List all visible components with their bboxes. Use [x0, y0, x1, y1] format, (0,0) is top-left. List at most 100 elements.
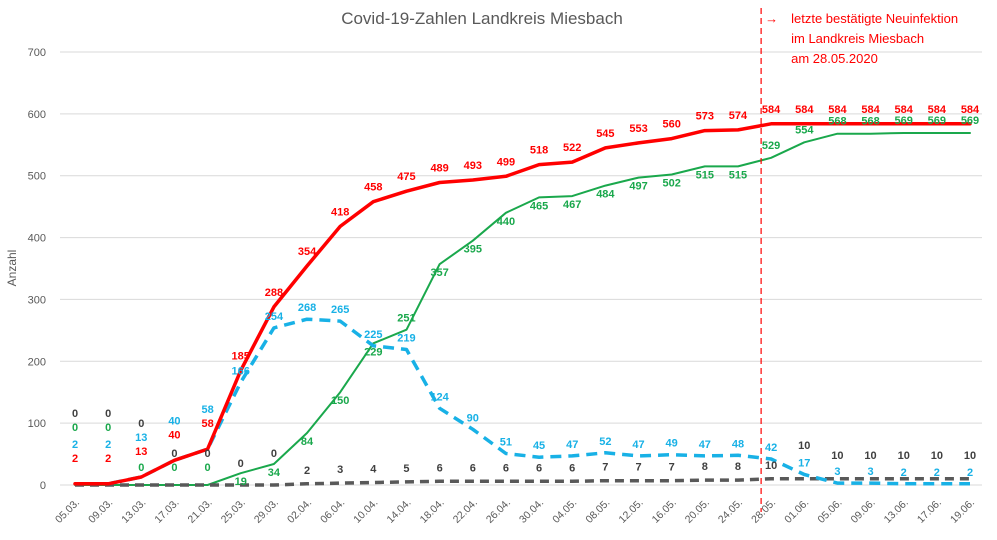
data-label-deaths: 7 [635, 462, 641, 474]
data-label-recovered: 554 [795, 124, 814, 136]
data-label-active: 45 [533, 440, 545, 452]
y-axis-ticks: 0 100 200 300 400 500 600 700 [28, 47, 46, 492]
x-tick-label: 20.05. [683, 497, 712, 526]
data-label-active: 17 [798, 457, 810, 469]
data-label-deaths: 10 [931, 450, 943, 462]
data-label-active: 265 [331, 304, 349, 316]
x-tick-label: 30.04. [517, 497, 546, 526]
data-label-recovered: 568 [828, 116, 846, 128]
data-label-deaths: 0 [271, 448, 277, 460]
data-label-total: 518 [530, 145, 548, 157]
data-label-recovered: 357 [430, 267, 448, 279]
data-label-total: 584 [861, 104, 880, 116]
x-tick-label: 14.04. [384, 497, 413, 526]
data-label-total: 475 [397, 171, 415, 183]
data-label-total: 13 [135, 446, 147, 458]
data-label-recovered: 440 [497, 216, 515, 228]
data-label-total: 418 [331, 206, 349, 218]
data-label-deaths: 0 [138, 418, 144, 430]
data-label-total: 584 [795, 104, 814, 116]
data-label-active: 40 [168, 415, 180, 427]
data-label-active: 52 [599, 436, 611, 448]
data-label-active: 47 [632, 439, 644, 451]
data-label-total: 573 [696, 111, 714, 123]
data-label-total: 40 [168, 429, 180, 441]
x-tick-label: 26.04. [484, 497, 513, 526]
data-label-active: 58 [201, 404, 213, 416]
y-tick-label: 600 [28, 109, 46, 121]
data-label-deaths: 10 [765, 460, 777, 472]
data-label-active: 3 [867, 466, 873, 478]
data-label-deaths: 10 [831, 450, 843, 462]
data-label-active: 2 [105, 439, 111, 451]
data-label-recovered: 0 [105, 422, 111, 434]
data-label-active: 225 [364, 329, 382, 341]
data-label-total: 574 [729, 110, 748, 122]
series-line-recovered [74, 132, 971, 486]
x-tick-label: 21.03. [186, 497, 215, 526]
data-label-recovered: 515 [729, 169, 747, 181]
data-label-total: 584 [828, 104, 847, 116]
data-label-active: 2 [72, 439, 78, 451]
marker-annotation-line: am 28.05.2020 [791, 51, 878, 66]
x-tick-label: 22.04. [451, 497, 480, 526]
chart-title: Covid-19-Zahlen Landkreis Miesbach [341, 9, 623, 28]
data-label-active: 47 [566, 439, 578, 451]
y-tick-label: 500 [28, 171, 46, 183]
y-tick-label: 100 [28, 418, 46, 430]
y-tick-label: 200 [28, 356, 46, 368]
data-label-active: 254 [265, 311, 284, 323]
data-label-deaths: 7 [602, 462, 608, 474]
x-tick-label: 18.04. [418, 497, 447, 526]
x-tick-label: 28.05. [749, 497, 778, 526]
x-tick-label: 05.03. [53, 497, 82, 526]
x-tick-label: 04.05. [550, 497, 579, 526]
data-label-total: 493 [464, 160, 482, 172]
x-tick-label: 13.03. [119, 497, 148, 526]
series-line-active [75, 317, 970, 486]
data-label-recovered: 569 [928, 115, 946, 127]
x-tick-label: 25.03. [219, 497, 248, 526]
data-label-active: 3 [834, 466, 840, 478]
data-label-recovered: 569 [961, 115, 979, 127]
data-label-total: 499 [497, 156, 515, 168]
data-label-recovered: 0 [205, 462, 211, 474]
x-tick-label: 12.05. [617, 497, 646, 526]
data-label-active: 48 [732, 438, 744, 450]
data-label-active: 166 [232, 365, 250, 377]
data-label-active: 49 [666, 438, 678, 450]
data-label-total: 458 [364, 182, 382, 194]
x-tick-label: 01.06. [782, 497, 811, 526]
data-label-recovered: 34 [268, 467, 281, 479]
marker-line-group: → letzte bestätigte Neuinfektion im Landkr… [760, 8, 958, 512]
data-label-recovered: 467 [563, 199, 581, 211]
x-tick-label: 02.04. [285, 497, 314, 526]
data-label-total: 584 [762, 104, 781, 116]
data-label-total: 584 [928, 104, 947, 116]
data-label-recovered: 465 [530, 200, 548, 212]
data-label-recovered: 568 [861, 116, 879, 128]
data-label-deaths: 0 [171, 448, 177, 460]
x-tick-label: 19.06. [948, 497, 977, 526]
data-label-recovered: 515 [696, 169, 714, 181]
data-label-active: 219 [397, 333, 415, 345]
data-label-active: 13 [135, 432, 147, 444]
data-label-total: 522 [563, 142, 581, 154]
x-tick-label: 17.06. [915, 497, 944, 526]
data-label-total: 545 [596, 128, 614, 140]
data-label-active: 2 [967, 467, 973, 479]
data-label-active: 51 [500, 436, 512, 448]
y-tick-label: 300 [28, 294, 46, 306]
data-label-recovered: 484 [596, 189, 615, 201]
x-axis-ticks: 05.03. 09.03. 13.03. 17.03. 21.03. 25.03. 29.0… [53, 497, 977, 526]
data-label-recovered: 502 [662, 177, 680, 189]
data-label-active: 268 [298, 302, 316, 314]
data-label-deaths: 3 [337, 464, 343, 476]
series-line-total [73, 122, 972, 486]
data-label-deaths: 6 [503, 462, 509, 474]
gridlines [60, 51, 982, 486]
data-label-recovered: 529 [762, 140, 780, 152]
data-label-total: 2 [72, 453, 78, 465]
